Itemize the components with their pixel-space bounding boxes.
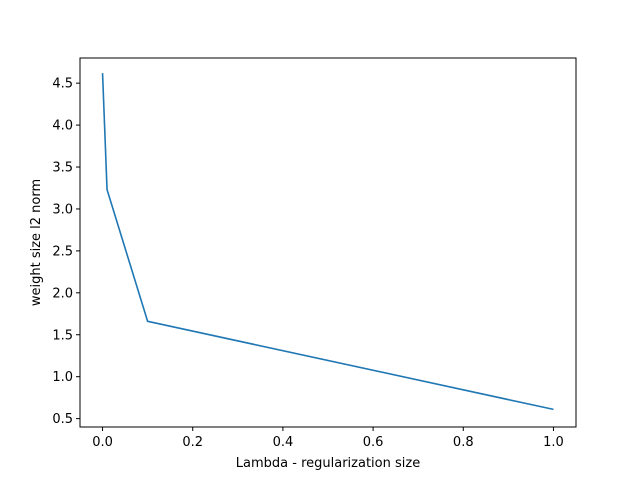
y-tick-label: 2.0	[52, 286, 73, 301]
y-tick-label: 3.5	[52, 161, 73, 176]
x-tick-label: 0.2	[182, 435, 203, 450]
y-tick-label: 2.5	[52, 244, 73, 259]
x-tick-label: 0.4	[273, 435, 294, 450]
x-axis: 0.0 0.2 0.4 0.6 0.8 1.0	[92, 427, 564, 450]
x-tick-label: 0.6	[363, 435, 384, 450]
y-tick-label: 4.5	[52, 77, 73, 92]
y-axis-label: weight size l2 norm	[29, 179, 44, 306]
y-tick-label: 1.5	[52, 328, 73, 343]
plot-frame	[79, 57, 577, 428]
y-tick-label: 1.0	[52, 370, 73, 385]
y-axis: 0.5 1.0 1.5 2.0 2.5 3.0 3.5 4.0 4.5	[52, 77, 80, 427]
x-tick-label: 0.0	[92, 435, 113, 450]
x-tick-label: 1.0	[543, 435, 564, 450]
x-tick-label: 0.8	[453, 435, 474, 450]
series-line-0	[101, 73, 554, 411]
series-layer	[101, 73, 554, 411]
y-tick-label: 4.0	[52, 119, 73, 134]
y-tick-label: 0.5	[52, 412, 73, 427]
y-tick-label: 3.0	[52, 202, 73, 217]
x-axis-label: Lambda - regularization size	[236, 456, 420, 471]
